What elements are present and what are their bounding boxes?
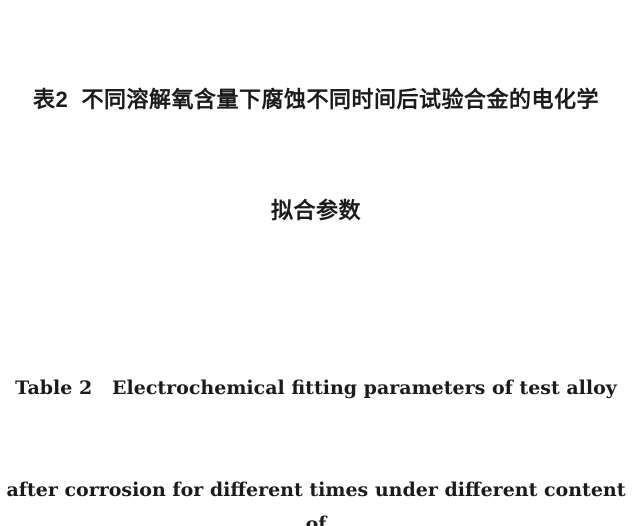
- table-caption-zh-line1: 表2 不同溶解氧含量下腐蚀不同时间后试验合金的电化学: [33, 87, 599, 112]
- table-caption-zh-line2: 拟合参数: [270, 198, 361, 223]
- table-caption-en: Table 2 Electrochemical fitting paramete…: [0, 303, 632, 526]
- table-caption-en-line1: Table 2 Electrochemical fitting paramete…: [15, 377, 617, 399]
- table-caption-zh: 表2 不同溶解氧含量下腐蚀不同时间后试验合金的电化学 拟合参数: [33, 87, 599, 223]
- table-caption-en-line2: after corrosion for different times unde…: [6, 479, 632, 526]
